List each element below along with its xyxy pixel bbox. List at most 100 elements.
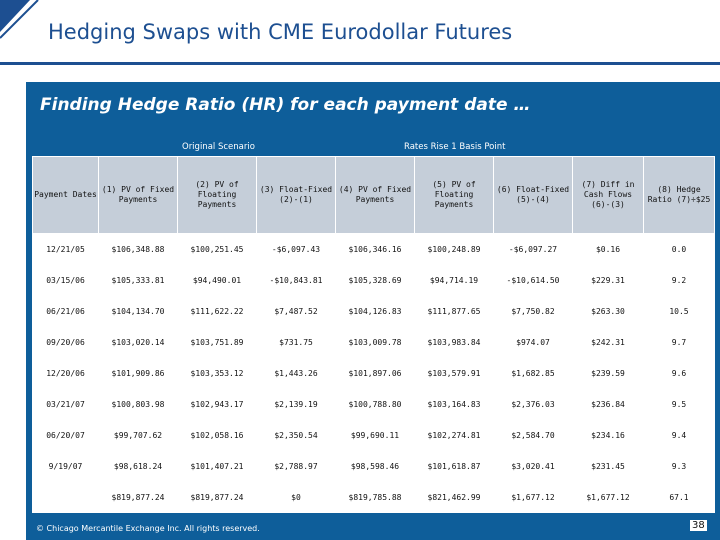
table-cell: $101,909.86 xyxy=(98,357,178,389)
table-row: 03/15/06 $105,333.81 $94,490.01 -$10,843.81… xyxy=(32,264,715,296)
table-cell: $98,618.24 xyxy=(98,450,178,482)
table-cell: $102,943.17 xyxy=(177,388,257,420)
table-row: 06/20/07 $99,707.62 $102,058.16 $2,350.54 $9… xyxy=(32,419,715,451)
payment-date-cell: 12/21/05 xyxy=(32,233,99,265)
payment-date-cell: 09/20/06 xyxy=(32,326,99,358)
table-cell: $819,877.24 xyxy=(177,481,257,513)
payment-date-cell: 12/20/06 xyxy=(32,357,99,389)
column-header: (5) PV of Floating Payments xyxy=(414,156,494,234)
table-cell: $1,682.85 xyxy=(493,357,573,389)
column-header: (7) Diff in Cash Flows (6)-(3) xyxy=(572,156,644,234)
table-cell: $0.16 xyxy=(572,233,644,265)
payment-date-cell: 03/15/06 xyxy=(32,264,99,296)
title-divider xyxy=(0,62,720,65)
hedge-ratio-table: Payment Dates (1) PV of Fixed Payments (… xyxy=(32,156,715,513)
payment-date-cell: 03/21/07 xyxy=(32,388,99,420)
table-body: 12/21/05 $106,348.88 $100,251.45 -$6,097.43… xyxy=(32,233,715,513)
table-cell: $2,350.54 xyxy=(256,419,336,451)
table-cell: $2,788.97 xyxy=(256,450,336,482)
table-cell: $2,139.19 xyxy=(256,388,336,420)
table-cell: $1,443.26 xyxy=(256,357,336,389)
payment-date-cell: 9/19/07 xyxy=(32,450,99,482)
table-row: 9/19/07 $98,618.24 $101,407.21 $2,788.97 $98… xyxy=(32,450,715,482)
group-label-original: Original Scenario xyxy=(182,142,255,152)
table-cell: $102,058.16 xyxy=(177,419,257,451)
column-header: Payment Dates xyxy=(32,156,99,234)
table-cell: $819,877.24 xyxy=(98,481,178,513)
table-cell: $103,751.89 xyxy=(177,326,257,358)
table-cell: $100,248.89 xyxy=(414,233,494,265)
table-cell: $242.31 xyxy=(572,326,644,358)
column-header: (8) Hedge Ratio (7)÷$25 xyxy=(643,156,715,234)
table-row: $819,877.24 $819,877.24 $0 $819,785.88 $821,… xyxy=(32,481,715,513)
table-cell: $239.59 xyxy=(572,357,644,389)
table-cell: $100,251.45 xyxy=(177,233,257,265)
table-row: 12/21/05 $106,348.88 $100,251.45 -$6,097.43… xyxy=(32,233,715,265)
table-cell: $234.16 xyxy=(572,419,644,451)
table-cell: 9.7 xyxy=(643,326,715,358)
table-cell: $106,348.88 xyxy=(98,233,178,265)
table-cell: $2,376.03 xyxy=(493,388,573,420)
table-cell: $104,134.70 xyxy=(98,295,178,327)
payment-date-cell: 06/21/06 xyxy=(32,295,99,327)
copyright-notice: © Chicago Mercantile Exchange Inc. All r… xyxy=(36,524,260,533)
table-row: 12/20/06 $101,909.86 $103,353.12 $1,443.26 $… xyxy=(32,357,715,389)
table-cell: 9.4 xyxy=(643,419,715,451)
payment-date-cell xyxy=(32,481,99,513)
table-cell: $974.07 xyxy=(493,326,573,358)
table-cell: $101,897.06 xyxy=(335,357,415,389)
table-header-row: Payment Dates (1) PV of Fixed Payments (… xyxy=(32,156,715,234)
payment-date-cell: 06/20/07 xyxy=(32,419,99,451)
corner-logo-icon xyxy=(0,0,40,40)
table-cell: $821,462.99 xyxy=(414,481,494,513)
column-header: (1) PV of Fixed Payments xyxy=(98,156,178,234)
table-cell: -$10,614.50 xyxy=(493,264,573,296)
table-cell: $263.30 xyxy=(572,295,644,327)
table-cell: $102,274.81 xyxy=(414,419,494,451)
table-cell: -$6,097.43 xyxy=(256,233,336,265)
table-cell: $1,677.12 xyxy=(572,481,644,513)
table-cell: $100,788.80 xyxy=(335,388,415,420)
table-cell: $236.84 xyxy=(572,388,644,420)
table-cell: $105,328.69 xyxy=(335,264,415,296)
table-cell: $7,487.52 xyxy=(256,295,336,327)
table-cell: $7,750.82 xyxy=(493,295,573,327)
column-header: (4) PV of Fixed Payments xyxy=(335,156,415,234)
section-subtitle: Finding Hedge Ratio (HR) for each paymen… xyxy=(40,95,531,115)
table-cell: $731.75 xyxy=(256,326,336,358)
table-cell: $1,677.12 xyxy=(493,481,573,513)
table-cell: $94,714.19 xyxy=(414,264,494,296)
table-cell: $231.45 xyxy=(572,450,644,482)
table-cell: $98,598.46 xyxy=(335,450,415,482)
page-number: 38 xyxy=(690,520,707,531)
table-cell: $229.31 xyxy=(572,264,644,296)
table-cell: 10.5 xyxy=(643,295,715,327)
table-cell: $101,618.87 xyxy=(414,450,494,482)
table-cell: $101,407.21 xyxy=(177,450,257,482)
table-cell: $103,983.84 xyxy=(414,326,494,358)
column-header: (3) Float-Fixed (2)-(1) xyxy=(256,156,336,234)
table-cell: 9.3 xyxy=(643,450,715,482)
group-label-rates-rise: Rates Rise 1 Basis Point xyxy=(404,142,506,152)
table-cell: $103,020.14 xyxy=(98,326,178,358)
table-cell: $104,126.83 xyxy=(335,295,415,327)
table-row: 09/20/06 $103,020.14 $103,751.89 $731.75 $10… xyxy=(32,326,715,358)
table-cell: $105,333.81 xyxy=(98,264,178,296)
column-header: (2) PV of Floating Payments xyxy=(177,156,257,234)
table-cell: $111,877.65 xyxy=(414,295,494,327)
table-cell: $106,346.16 xyxy=(335,233,415,265)
table-cell: $100,803.98 xyxy=(98,388,178,420)
table-cell: $2,584.70 xyxy=(493,419,573,451)
table-cell: $103,579.91 xyxy=(414,357,494,389)
table-row: 06/21/06 $104,134.70 $111,622.22 $7,487.52 $… xyxy=(32,295,715,327)
table-cell: -$10,843.81 xyxy=(256,264,336,296)
table-cell: $3,020.41 xyxy=(493,450,573,482)
table-cell: $94,490.01 xyxy=(177,264,257,296)
table-cell: $103,164.83 xyxy=(414,388,494,420)
table-cell: $0 xyxy=(256,481,336,513)
column-header: (6) Float-Fixed (5)-(4) xyxy=(493,156,573,234)
table-cell: $111,622.22 xyxy=(177,295,257,327)
table-cell: 67.1 xyxy=(643,481,715,513)
table-cell: 0.0 xyxy=(643,233,715,265)
